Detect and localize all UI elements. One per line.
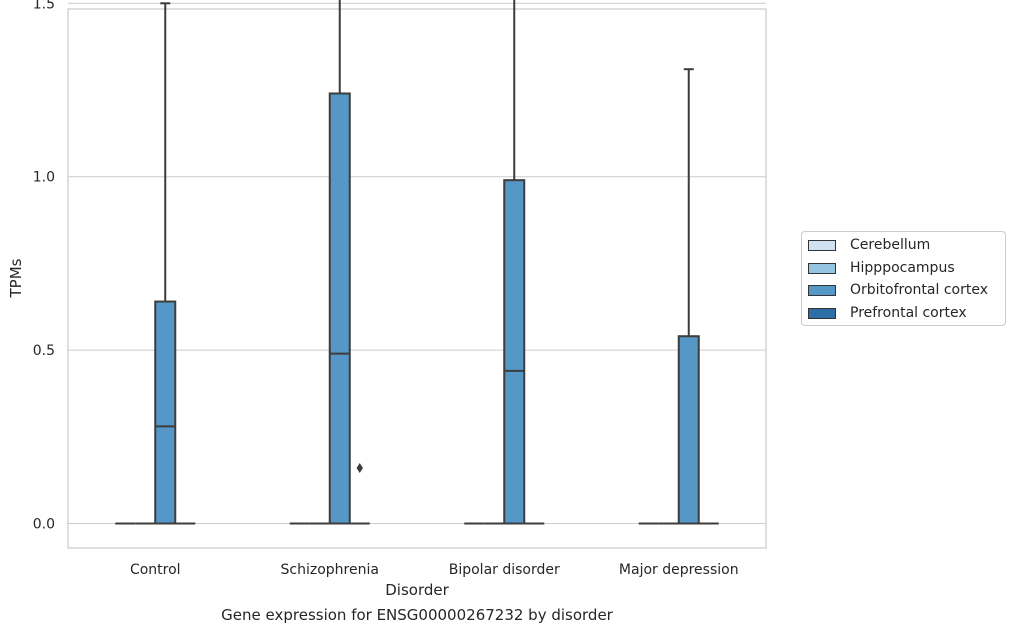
x-tick-label: Schizophrenia [281,562,379,578]
x-axis-label: Disorder [385,581,449,599]
chart-caption: Gene expression for ENSG00000267232 by d… [221,606,613,624]
legend-label: Prefrontal cortex [850,305,967,321]
legend-swatch [808,262,836,274]
y-tick-label: 0.0 [33,517,55,533]
legend: Cerebellum Hipppocampus Orbitofrontal co… [801,231,1006,326]
y-tick-label: 1.0 [33,170,55,186]
legend-item-hippocampus: Hipppocampus [808,259,955,277]
y-tick-label: 1.5 [33,0,55,12]
plot-area [67,8,767,549]
y-tick-labels: 0.00.51.01.52.02.5 [33,0,55,533]
legend-item-prefrontal-cortex: Prefrontal cortex [808,304,967,322]
x-tick-label: Control [130,562,181,578]
outlier-point [356,463,363,474]
box-orbitofrontal-cortex [503,0,526,525]
x-tick-labels: Control Schizophrenia Bipolar disorder Majo… [130,562,739,578]
legend-swatch [808,284,836,296]
box-body [677,335,700,525]
legend-item-orbitofrontal-cortex: Orbitofrontal cortex [808,281,988,299]
legend-label: Orbitofrontal cortex [850,282,988,298]
legend-item-cerebellum: Cerebellum [808,236,930,254]
box-orbitofrontal-cortex [328,0,351,525]
legend-label: Cerebellum [850,237,931,253]
legend-swatch [808,307,836,319]
boxes [115,0,719,525]
y-axis-label: TPMs [7,258,25,298]
y-tick-label: 0.5 [33,343,55,359]
box-orbitofrontal-cortex [154,2,177,525]
box-body [503,179,526,525]
legend-label: Hipppocampus [850,260,955,276]
x-tick-label: Bipolar disorder [449,562,560,578]
x-tick-label: Major depression [619,562,739,578]
box-orbitofrontal-cortex [677,68,700,525]
box-body [328,92,351,525]
box-prefrontal-cortex [349,463,370,525]
legend-swatch [808,239,836,251]
box-body [154,300,177,525]
